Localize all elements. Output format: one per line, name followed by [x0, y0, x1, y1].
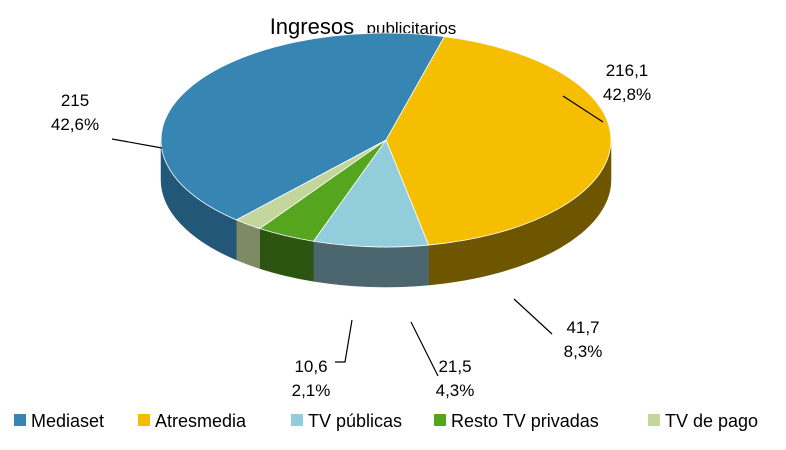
legend-label-tv-de-pago: TV de pago — [665, 411, 758, 431]
leader-line-mediaset — [111, 138, 163, 149]
leader-line-tv-de-pago — [335, 319, 353, 363]
value-label-mediaset: 215 — [61, 91, 89, 110]
pie-slice-tv-publicas — [312, 139, 430, 248]
legend-swatch-tv-publicas — [291, 414, 303, 426]
legend-swatch-resto-tv-privadas — [434, 414, 446, 426]
value-label-atresmedia: 216,1 — [606, 61, 649, 80]
value-label-tv-publicas: 41,7 — [566, 318, 599, 337]
pie-side-tv-publicas — [313, 240, 429, 288]
legend-swatch-tv-de-pago — [648, 414, 660, 426]
value-label-tv-de-pago: 10,6 — [294, 357, 327, 376]
legend-item-mediaset: Mediaset — [14, 411, 104, 431]
legend-item-tv-publicas: TV públicas — [291, 411, 402, 431]
legend-swatch-atresmedia — [138, 414, 150, 426]
pie-slice-atresmedia — [385, 36, 612, 246]
percent-label-tv-publicas: 8,3% — [564, 342, 603, 361]
legend-label-resto-tv-privadas: Resto TV privadas — [451, 411, 599, 431]
legend-label-tv-publicas: TV públicas — [308, 411, 402, 431]
legend-swatch-mediaset — [14, 414, 26, 426]
legend-item-atresmedia: Atresmedia — [138, 411, 247, 431]
percent-label-atresmedia: 42,8% — [603, 85, 651, 104]
leader-line-tv-publicas — [513, 298, 553, 335]
leader-line-atresmedia — [562, 95, 604, 123]
percent-label-tv-de-pago: 2,1% — [292, 381, 331, 400]
legend-item-tv-de-pago: TV de pago — [648, 411, 758, 431]
percent-label-resto-tv-privadas: 4,3% — [436, 381, 475, 400]
pie-slice-mediaset — [160, 32, 445, 221]
legend-label-mediaset: Mediaset — [31, 411, 104, 431]
data-labels: 216,1 42,8% 41,7 8,3% 21,5 4,3% 10,6 2,1% 215 42,… — [51, 61, 651, 400]
legend-item-resto-tv-privadas: Resto TV privadas — [434, 411, 599, 431]
pie-layer — [160, 32, 612, 288]
legend-label-atresmedia: Atresmedia — [155, 411, 247, 431]
percent-label-mediaset: 42,6% — [51, 115, 99, 134]
leader-line-resto-tv-privadas — [410, 321, 439, 377]
legend: Mediaset Atresmedia TV públicas Resto TV pr… — [14, 411, 758, 431]
value-label-resto-tv-privadas: 21,5 — [438, 357, 471, 376]
